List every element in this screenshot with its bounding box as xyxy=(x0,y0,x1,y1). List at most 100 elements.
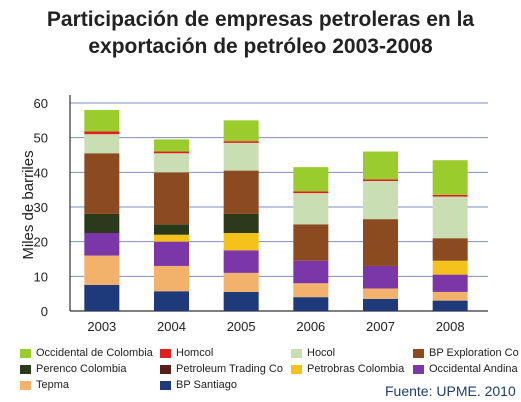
bar-segment xyxy=(223,233,259,251)
bar-segment xyxy=(223,250,259,273)
chart-title-line-1: Participación de empresas petroleras en … xyxy=(46,8,475,31)
bar-segment xyxy=(154,291,189,311)
legend-item: Hocol xyxy=(291,346,335,360)
bar-segment xyxy=(154,234,189,242)
bar-segment xyxy=(223,170,259,214)
bar-segment xyxy=(154,151,189,154)
bar-segment xyxy=(293,297,329,311)
legend-item: Perenco Colombia xyxy=(20,362,127,376)
legend-label: Occidental de Colombia xyxy=(36,347,153,359)
legend-label: Occidental Andina xyxy=(429,363,518,375)
bar-segment xyxy=(84,134,120,154)
y-tick-label: 50 xyxy=(34,131,48,146)
legend-swatch xyxy=(160,380,171,390)
bar-segment xyxy=(432,238,468,261)
source-note: Fuente: UPME. 2010 xyxy=(385,383,516,399)
legend-label: BP Exploration Co xyxy=(429,347,519,359)
x-tick-label: 2003 xyxy=(87,319,116,334)
bar-segment xyxy=(432,291,468,301)
bar-segment xyxy=(154,241,189,266)
bar-segment xyxy=(223,213,259,233)
legend-item: Occidental Andina xyxy=(413,362,518,376)
bar-segment xyxy=(363,179,398,181)
bar-segment xyxy=(223,120,259,142)
chart-title: Participación de empresas petroleras en … xyxy=(0,6,521,60)
plot-area xyxy=(70,95,488,311)
bar-segment xyxy=(432,260,468,275)
bar-segment xyxy=(223,142,259,171)
y-tick-label: 40 xyxy=(34,165,48,180)
chart-title-line-2: exportación de petróleo 2003-2008 xyxy=(88,35,433,58)
legend-swatch xyxy=(413,348,424,358)
bar-segment xyxy=(293,224,329,261)
legend-label: Petroleum Trading Co xyxy=(176,363,283,375)
bar-segment xyxy=(432,194,468,197)
bar-segment xyxy=(84,213,120,233)
bar-segment xyxy=(363,181,398,220)
bar-segment xyxy=(84,285,120,311)
legend-swatch xyxy=(20,348,31,358)
legend-label: Tepma xyxy=(36,379,70,391)
bar-segment xyxy=(293,283,329,298)
legend-label: Hocol xyxy=(307,347,336,359)
bar-segment xyxy=(432,274,468,292)
bar-segment xyxy=(223,141,259,143)
y-tick-label: 20 xyxy=(34,235,48,250)
legend-swatch xyxy=(20,364,31,374)
bar-segment xyxy=(223,272,259,292)
x-tick-label: 2008 xyxy=(436,319,465,334)
bar-segment xyxy=(154,139,189,152)
x-tick-label: 2007 xyxy=(366,319,395,334)
y-axis-title: Miles de barriles xyxy=(20,150,37,259)
bar-segment xyxy=(154,224,189,235)
bar-segment xyxy=(293,193,329,225)
legend-swatch xyxy=(20,380,31,390)
chart-legend: Occidental de Colombia Homcol Hocol BP Expl… xyxy=(20,346,520,396)
bar-segment xyxy=(84,131,120,135)
legend-swatch xyxy=(413,364,424,374)
bar-segment xyxy=(293,167,329,192)
bar-segment xyxy=(84,255,120,285)
legend-item: BP Exploration Co xyxy=(413,346,519,360)
y-tick-label: 60 xyxy=(34,96,48,111)
legend-label: Perenco Colombia xyxy=(36,363,127,375)
legend-item: Homcol xyxy=(160,346,213,360)
bar-segment xyxy=(84,153,120,214)
bar-segment xyxy=(293,191,329,194)
bar-segment xyxy=(432,300,468,311)
legend-label: Homcol xyxy=(176,347,214,359)
legend-swatch xyxy=(160,348,171,358)
bar-segment xyxy=(154,153,189,173)
bar-segment xyxy=(154,172,189,225)
bar-segment xyxy=(84,233,120,256)
legend-swatch xyxy=(291,364,302,374)
legend-label: BP Santiago xyxy=(176,379,237,391)
legend-item: Petrobras Colombia xyxy=(291,362,404,376)
legend-item: Petroleum Trading Co xyxy=(160,362,283,376)
bar-segment xyxy=(363,265,398,289)
x-tick-label: 2006 xyxy=(296,319,325,334)
bar-segment xyxy=(363,219,398,266)
bar-segment xyxy=(84,109,120,132)
x-tick-label: 2004 xyxy=(157,319,186,334)
bar-segment xyxy=(432,196,468,239)
bar-segment xyxy=(363,151,398,180)
bar-segment xyxy=(154,265,189,292)
bar-segment xyxy=(432,160,468,195)
y-tick-label: 30 xyxy=(34,200,48,215)
bar-segment xyxy=(363,288,398,299)
bar-segment xyxy=(293,260,329,284)
x-tick-label: 2005 xyxy=(227,319,256,334)
y-tick-label: 0 xyxy=(41,304,48,319)
bar-segment xyxy=(223,291,259,311)
legend-swatch xyxy=(291,348,302,358)
legend-swatch xyxy=(160,364,171,374)
bar-segment xyxy=(363,298,398,311)
legend-item: Tepma xyxy=(20,378,69,392)
legend-item: Occidental de Colombia xyxy=(20,346,153,360)
legend-item: BP Santiago xyxy=(160,378,237,392)
y-tick-label: 10 xyxy=(34,269,48,284)
legend-label: Petrobras Colombia xyxy=(307,363,405,375)
